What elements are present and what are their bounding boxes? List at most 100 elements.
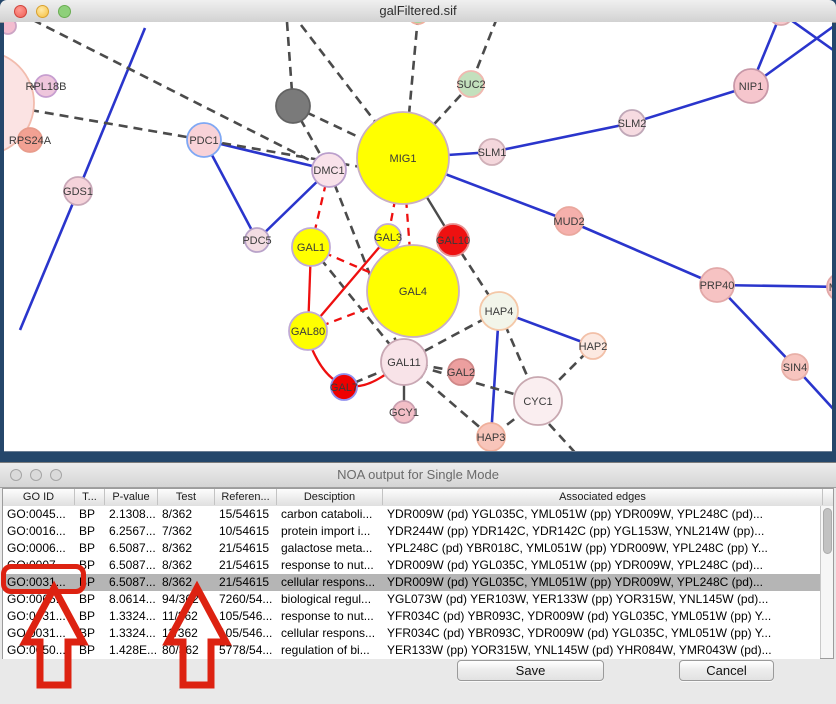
table-cell: YDR009W (pd) YGL035C, YML051W (pp) YDR00… [387,575,763,589]
node-SIN4[interactable] [781,353,809,381]
node-NIP1[interactable] [733,68,769,104]
noa-window-title: NOA output for Single Mode [337,467,499,482]
table-row[interactable]: GO:0006... BP 6.5087... 8/362 21/54615 galact… [3,540,820,557]
node-DMC1[interactable] [311,152,347,188]
network-edge[interactable] [403,22,419,159]
network-edge[interactable] [309,246,406,363]
network-edge[interactable] [307,236,389,332]
minimize-button-inactive[interactable] [30,469,42,481]
cancel-button[interactable]: Cancel [679,660,774,681]
table-row[interactable]: GO:0031... BP 1.3324... 11/362 105/546... res… [3,608,820,625]
node-GAL1[interactable] [291,227,331,267]
node-label-GAL4: GAL4 [399,286,427,298]
network-edge[interactable] [292,104,404,160]
node-label-DMC1: DMC1 [313,165,344,177]
node-label-PRP40: PRP40 [700,280,735,292]
node-HAP4[interactable] [479,291,519,331]
node-CYC1[interactable] [513,376,563,426]
table-cell: GO:0031... [7,626,66,640]
network-edge[interactable] [203,138,330,172]
node-HAP2[interactable] [579,332,607,360]
node-PDC5[interactable] [244,227,270,253]
column-header-go-id[interactable]: GO ID [3,489,75,505]
node-GAL80[interactable] [288,311,328,351]
network-edge[interactable] [631,84,752,125]
network-edge[interactable] [18,190,80,331]
node-MUD2[interactable] [554,206,584,236]
node-label-SLM2: SLM2 [618,118,647,130]
node-GAL11[interactable] [380,338,428,386]
network-edge[interactable] [343,360,405,389]
node-big-left[interactable] [4,51,35,155]
node-GAL2[interactable] [447,358,475,386]
node-green-cut-top[interactable] [408,22,428,25]
column-header-p-value[interactable]: P-value [105,489,158,505]
table-cell: GO:0031... [7,609,66,623]
node-label-GAL10: GAL10 [436,235,470,247]
table-cell: 1.428E... [109,643,158,657]
scrollbar-thumb[interactable] [822,508,832,554]
node-PDC1[interactable] [186,122,222,158]
node-grey-node[interactable] [275,88,311,124]
node-GDS1[interactable] [63,176,93,206]
table-cell: 11/362 [162,626,198,640]
network-edge[interactable] [548,423,580,452]
node-SLM2[interactable] [618,109,646,137]
node-RPS24A[interactable] [17,127,43,153]
network-edge[interactable] [489,310,501,438]
network-edge[interactable] [781,22,832,52]
table-cell: YDR009W (pd) YGL035C, YML051W (pp) YDR00… [387,507,763,521]
noa-window-titlebar[interactable]: NOA output for Single Mode [0,463,836,488]
zoom-button[interactable] [58,4,71,18]
column-header-associated-edges[interactable]: Associated edges [383,489,823,505]
network-edge[interactable] [716,283,832,289]
node-GCY1[interactable] [392,400,416,424]
node-SUC2[interactable] [457,70,485,98]
node-SLM1[interactable] [478,138,506,166]
node-GAL7[interactable] [330,373,358,401]
zoom-button-inactive[interactable] [50,469,62,481]
node-tiny-topleft[interactable] [4,22,17,35]
column-header-test[interactable]: Test [158,489,215,505]
table-row[interactable]: GO:0031... BP 1.3324... 11/362 105/546... cel… [3,625,820,642]
network-edge[interactable] [716,284,796,368]
noa-window: NOA output for Single Mode GO ID T... P-va… [0,462,836,704]
network-edge[interactable] [76,27,147,192]
table-row[interactable]: GO:0007... BP 6.5087... 8/362 21/54615 respon… [3,557,820,574]
network-edge[interactable] [202,139,259,241]
table-row[interactable]: GO:0016... BP 6.2567... 7/362 10/54615 protei… [3,523,820,540]
node-MIG1[interactable] [356,111,450,205]
node-MSN[interactable] [826,273,832,301]
node-PRP40[interactable] [699,267,735,303]
close-button-inactive[interactable] [10,469,22,481]
vertical-scrollbar[interactable] [820,506,833,658]
network-window-titlebar[interactable]: galFiltered.sif [0,0,836,23]
network-edge[interactable] [491,121,633,154]
node-label-MUD2: MUD2 [553,216,584,228]
node-RPL18B[interactable] [34,74,58,98]
node-label-GCY1: GCY1 [389,407,419,419]
table-row[interactable]: GO:0065... BP 8.0614... 94/362 7260/54... bio… [3,591,820,608]
node-GAL10[interactable] [436,223,470,257]
column-header-t[interactable]: T... [75,489,105,505]
column-header-referen[interactable]: Referen... [215,489,277,505]
column-header-desciption[interactable]: Desciption [277,489,383,505]
node-pink-cut-topright[interactable] [769,22,793,26]
network-edge[interactable] [33,22,330,172]
table-row[interactable]: GO:0050... BP 1.428E... 80/362 5778/54... reg… [3,642,820,659]
table-cell: 8/362 [162,558,193,572]
table-cell: YGL073W (pd) YER103W, YER133W (pp) YOR31… [387,592,769,606]
save-button[interactable]: Save [457,660,604,681]
close-button[interactable] [14,4,27,18]
node-GAL3[interactable] [374,223,402,251]
node-GAL4[interactable] [366,244,460,338]
node-HAP3[interactable] [476,422,506,451]
table-cell: YFR034C (pd) YBR093C, YDR009W (pd) YGL03… [387,609,772,623]
table-row[interactable]: GO:0045... BP 2.1308... 8/362 15/54615 carbon… [3,506,820,523]
table-row[interactable]: GO:0031... BP 6.5087... 8/362 21/54615 cellul… [3,574,820,591]
network-canvas[interactable]: RPL18B RPS24A PDC1 GDS1 PDC5 DMC1 MIG1 SUC2 SLM1… [4,22,832,452]
network-edge[interactable] [568,219,718,287]
network-edge[interactable] [469,22,497,85]
minimize-button[interactable] [36,4,49,18]
table-cell: BP [79,609,96,623]
